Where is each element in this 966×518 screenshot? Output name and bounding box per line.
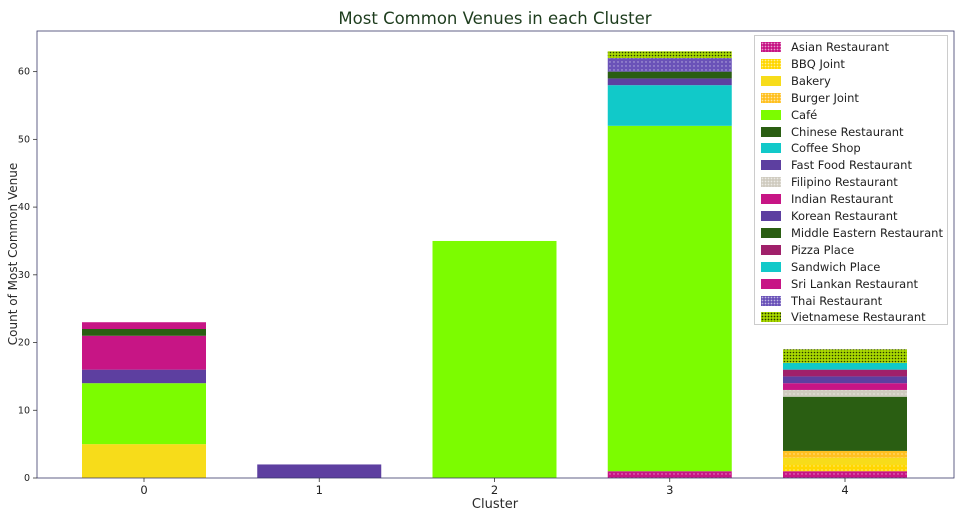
legend-item: Chinese Restaurant <box>761 124 904 140</box>
y-tick-label: 10 <box>18 405 30 416</box>
legend-swatch <box>761 92 781 103</box>
bar-segment <box>82 335 206 370</box>
legend-item: Middle Eastern Restaurant <box>761 225 943 241</box>
bar-segment <box>257 464 382 478</box>
legend-item: Coffee Shop <box>761 140 861 156</box>
bar-segment <box>82 329 206 336</box>
y-axis-label: Count of Most Common Venue <box>6 163 20 345</box>
y-tick-label: 60 <box>18 67 30 78</box>
x-axis-ticks: 0 1 2 3 4 <box>140 478 849 497</box>
bar-segment <box>607 78 732 86</box>
legend-item: Asian Restaurant <box>761 39 889 55</box>
legend-label: Korean Restaurant <box>791 209 898 223</box>
bar-segment <box>783 376 907 384</box>
bar-segment <box>82 369 206 384</box>
legend-swatch <box>761 211 781 221</box>
legend-label: Coffee Shop <box>791 141 861 156</box>
legend-swatch <box>761 312 781 323</box>
legend-swatch <box>761 244 781 255</box>
bar-segment <box>82 444 206 478</box>
legend-label: Chinese Restaurant <box>791 124 904 139</box>
chart-title: Most Common Venues in each Cluster <box>338 9 651 28</box>
legend-item: Filipino Restaurant <box>761 174 898 190</box>
bar-segment <box>783 464 907 472</box>
legend-swatch <box>761 295 781 306</box>
legend-swatch <box>761 261 781 272</box>
legend-item: Burger Joint <box>761 90 859 106</box>
bar-segment <box>783 383 907 390</box>
legend-label: Thai Restaurant <box>791 293 883 308</box>
legend-swatch <box>761 160 781 171</box>
legend-label: BBQ Joint <box>791 56 845 71</box>
legend-label: Filipino Restaurant <box>791 175 898 190</box>
legend-label: Bakery <box>791 73 831 88</box>
bar-segment <box>783 389 907 397</box>
bar-segment <box>607 58 732 72</box>
legend-item: Fast Food Restaurant <box>761 157 912 173</box>
legend-swatch <box>761 278 781 289</box>
y-axis-ticks: 0 10 20 30 40 50 60 <box>18 67 37 484</box>
legend-swatch <box>761 194 781 205</box>
legend-item: Café <box>761 107 817 123</box>
legend-label: Café <box>791 107 818 122</box>
legend-swatch <box>761 58 781 69</box>
legend-label: Vietnamese Restaurant <box>791 310 926 325</box>
x-tick-label: 2 <box>491 483 498 497</box>
x-tick-label: 1 <box>316 483 323 497</box>
legend-label: Asian Restaurant <box>791 40 890 54</box>
bar-segment <box>82 383 206 445</box>
legend-label: Sri Lankan Restaurant <box>791 276 919 291</box>
bar-segment <box>783 362 907 370</box>
legend-swatch <box>761 126 781 137</box>
legend-item: Korean Restaurant <box>761 208 898 224</box>
bar-segment <box>783 457 907 465</box>
bars-group <box>82 51 907 478</box>
y-tick-label: 40 <box>18 202 30 213</box>
legend-item: Pizza Place <box>761 242 854 258</box>
legend-swatch <box>761 75 781 86</box>
legend-label: Middle Eastern Restaurant <box>791 225 943 240</box>
x-tick-label: 4 <box>841 483 848 497</box>
legend-swatch <box>761 177 781 188</box>
legend-item: Indian Restaurant <box>761 191 893 207</box>
legend-item: Thai Restaurant <box>761 293 882 309</box>
bar-segment <box>607 471 732 478</box>
x-axis-label: Cluster <box>472 497 519 512</box>
axes-group <box>36 30 955 479</box>
legend-swatch <box>761 109 781 120</box>
legend-label: Burger Joint <box>791 90 859 105</box>
legend-item: BBQ Joint <box>761 56 845 72</box>
x-tick-label: 3 <box>666 483 673 497</box>
bar-segment <box>783 471 907 478</box>
y-tick-label: 20 <box>18 338 30 349</box>
legend-item: Bakery <box>761 73 831 89</box>
bar-segment <box>607 85 732 126</box>
x-tick-label: 0 <box>140 483 147 497</box>
y-tick-label: 50 <box>18 134 30 145</box>
legend-label: Fast Food Restaurant <box>791 158 912 173</box>
bar-segment <box>783 396 907 451</box>
plot-frame <box>36 30 955 479</box>
bar-segment <box>783 369 907 377</box>
y-tick-label: 0 <box>24 473 30 484</box>
legend-label: Pizza Place <box>791 242 855 257</box>
legend-item: Sandwich Place <box>761 259 880 275</box>
bar-segment <box>607 51 732 59</box>
legend-item: Vietnamese Restaurant <box>761 309 926 325</box>
bar-segment <box>783 349 907 363</box>
bar-segment <box>607 125 732 472</box>
bar-segment <box>432 240 557 478</box>
y-tick-label: 30 <box>18 270 30 281</box>
bar-segment <box>607 71 732 79</box>
bar-segment <box>82 322 206 329</box>
legend-swatch <box>761 227 781 238</box>
legend-item: Sri Lankan Restaurant <box>761 276 918 292</box>
legend-swatch <box>761 42 781 52</box>
legend-label: Indian Restaurant <box>791 192 894 207</box>
legend-label: Sandwich Place <box>791 259 881 274</box>
legend-swatch <box>761 143 781 154</box>
legend: Asian Restaurant BBQ Joint Bakery Burger Jo… <box>754 35 948 325</box>
bar-segment <box>783 450 907 458</box>
